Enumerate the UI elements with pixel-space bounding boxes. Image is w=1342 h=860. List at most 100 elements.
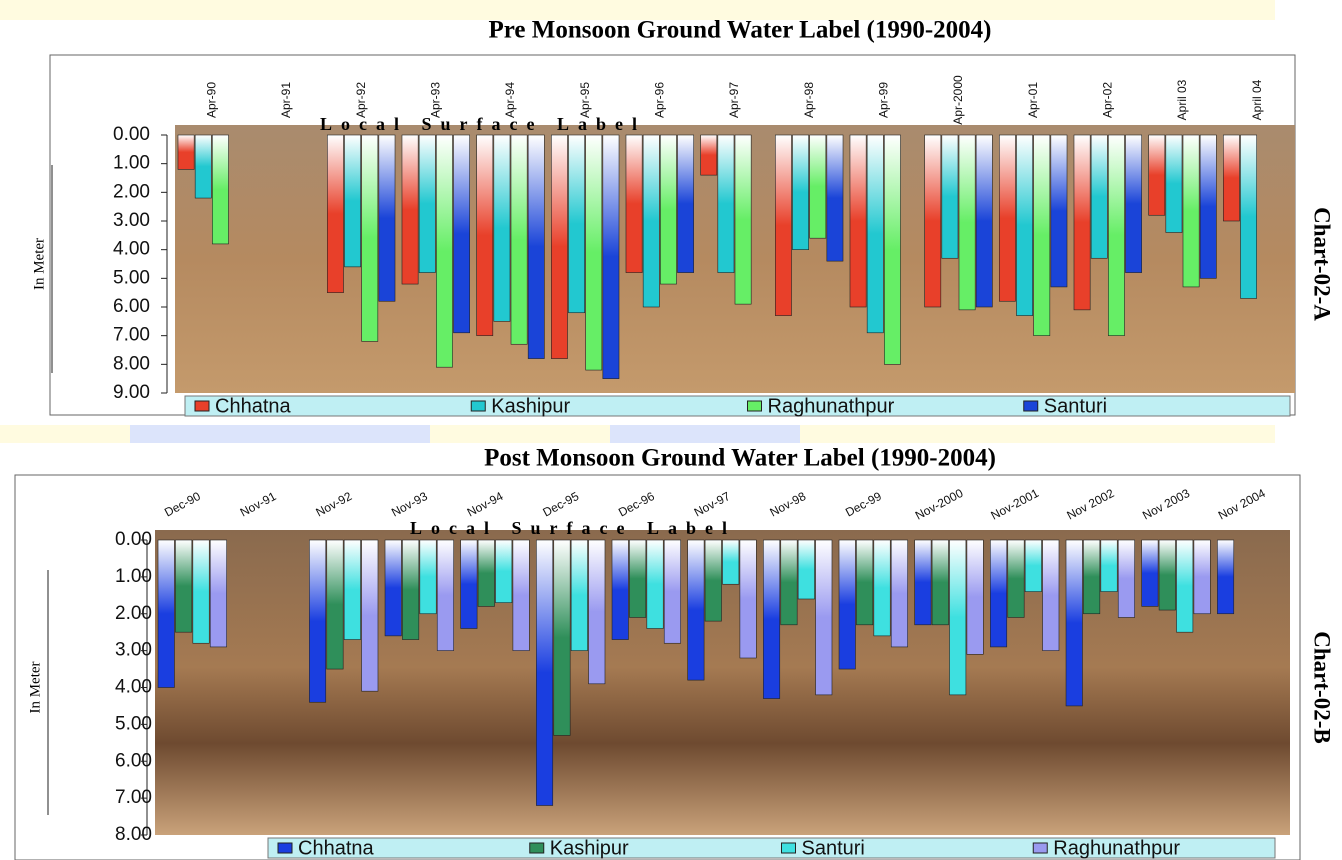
bar (664, 540, 680, 643)
bar (1034, 135, 1050, 336)
bar (571, 540, 587, 651)
bar (1126, 135, 1142, 273)
bar (1016, 135, 1032, 316)
y-tick-label: 8.00 (113, 353, 150, 374)
bar (688, 540, 704, 680)
bar (1066, 540, 1082, 706)
legend-swatch (748, 401, 762, 411)
y-axis-label: In Meter (27, 661, 43, 713)
bar (925, 135, 941, 307)
bar (643, 135, 659, 307)
bar (513, 540, 529, 651)
bar (1200, 135, 1216, 278)
bar (1149, 135, 1165, 215)
bar (647, 540, 663, 629)
bar (158, 540, 174, 688)
bar (1108, 135, 1124, 336)
bar (723, 540, 739, 584)
bar (827, 135, 843, 261)
x-tick-label: Apr-01 (1026, 82, 1040, 118)
legend-label: Kashipur (491, 395, 570, 417)
legend-label: Raghunathpur (1053, 837, 1180, 859)
bar (942, 135, 958, 258)
bar (362, 135, 378, 341)
bar (420, 540, 436, 614)
x-tick-label: Apr-94 (503, 82, 517, 118)
y-tick-label: 7.00 (113, 325, 150, 346)
x-tick-label: April 03 (1175, 79, 1189, 120)
bar (959, 135, 975, 310)
bar (195, 135, 211, 198)
bar (839, 540, 855, 669)
bar (454, 135, 470, 333)
legend-label: Raghunathpur (768, 395, 895, 417)
x-tick-label: Apr-93 (429, 82, 443, 118)
bar (816, 540, 832, 695)
bar (867, 135, 883, 333)
bar (437, 540, 453, 651)
bar (344, 540, 360, 640)
bar (781, 540, 797, 625)
bar (810, 135, 826, 238)
bar (1051, 135, 1067, 287)
x-tick-label: Apr-90 (205, 82, 219, 118)
y-tick-label: 2.00 (113, 181, 150, 202)
bar (874, 540, 890, 636)
y-tick-label: 3.00 (113, 210, 150, 231)
bar (496, 540, 512, 603)
bar (1091, 135, 1107, 258)
bar (536, 540, 552, 806)
bar (735, 135, 751, 304)
banner (130, 425, 430, 443)
legend-swatch (782, 843, 796, 853)
legend-label: Santuri (802, 837, 865, 859)
bar (589, 540, 605, 684)
bar (678, 135, 694, 273)
bar (1217, 540, 1233, 614)
y-tick-label: 4.00 (113, 239, 150, 260)
bar (856, 540, 872, 625)
bar (775, 135, 791, 316)
legend-swatch (1024, 401, 1038, 411)
bar (950, 540, 966, 695)
legend-swatch (278, 843, 292, 853)
x-tick-label: Apr-92 (354, 82, 368, 118)
y-axis-label: In Meter (31, 238, 47, 290)
bar (419, 135, 435, 273)
bar (612, 540, 628, 640)
y-tick-label: 5.00 (113, 267, 150, 288)
banner (610, 425, 800, 443)
bar (210, 540, 226, 647)
bar (362, 540, 378, 691)
bar (1159, 540, 1175, 610)
bar (1166, 135, 1182, 232)
bar (1008, 540, 1024, 617)
x-tick-label: April 04 (1250, 79, 1264, 120)
legend-swatch (471, 401, 485, 411)
legend-swatch (195, 401, 209, 411)
bar (603, 135, 619, 379)
x-tick-label: Apr-96 (653, 82, 667, 118)
legend-label: Chhatna (298, 837, 374, 859)
bar (701, 135, 717, 175)
bar (1177, 540, 1193, 632)
bar (1183, 135, 1199, 287)
bar (379, 135, 395, 301)
side-label: Chart-02-B (1310, 631, 1335, 743)
bar (1240, 135, 1256, 298)
bar (792, 135, 808, 250)
bar (1142, 540, 1158, 606)
bar (884, 135, 900, 364)
bar (212, 135, 228, 244)
bar (554, 540, 570, 735)
bar (461, 540, 477, 629)
bar (436, 135, 452, 367)
bar (999, 135, 1015, 301)
bar (327, 135, 343, 293)
bar (586, 135, 602, 370)
x-tick-label: Apr-98 (802, 82, 816, 118)
bar (660, 135, 676, 284)
legend-box (185, 396, 1290, 416)
bar (511, 135, 527, 344)
bar (915, 540, 931, 625)
